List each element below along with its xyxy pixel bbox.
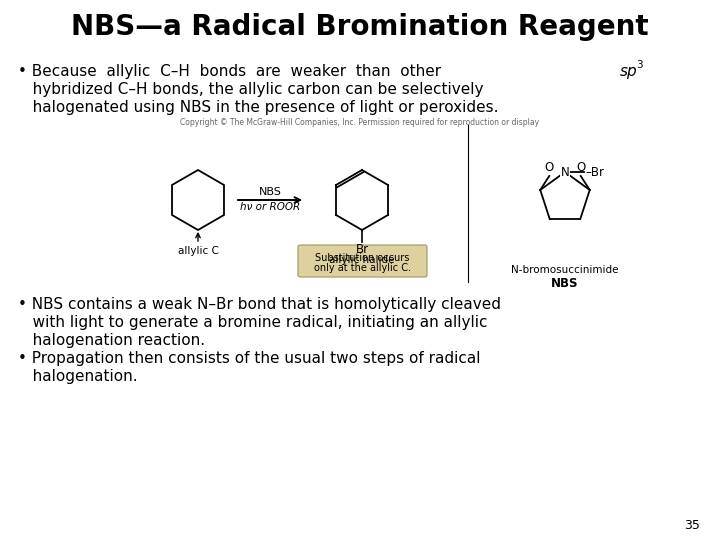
- Text: O: O: [544, 161, 554, 174]
- Text: halogenated using NBS in the presence of light or peroxides.: halogenated using NBS in the presence of…: [18, 100, 498, 115]
- Text: hν or ROOR: hν or ROOR: [240, 202, 300, 212]
- Text: Copyright © The McGraw-Hill Companies, Inc. Permission required for reproduction: Copyright © The McGraw-Hill Companies, I…: [181, 118, 539, 127]
- Text: N-bromosuccinimide: N-bromosuccinimide: [511, 265, 618, 275]
- Text: only at the allylic C.: only at the allylic C.: [314, 263, 411, 273]
- Text: halogenation reaction.: halogenation reaction.: [18, 333, 205, 348]
- Text: Substitution occurs: Substitution occurs: [315, 253, 410, 263]
- Text: allylic C: allylic C: [178, 246, 218, 256]
- Text: Br: Br: [356, 243, 369, 256]
- Text: sp: sp: [620, 64, 638, 79]
- Text: 35: 35: [684, 519, 700, 532]
- Text: halogenation.: halogenation.: [18, 369, 138, 384]
- Text: hybridized C–H bonds, the allylic carbon can be selectively: hybridized C–H bonds, the allylic carbon…: [18, 82, 484, 97]
- Text: allylic halide: allylic halide: [329, 255, 395, 265]
- Text: NBS: NBS: [258, 187, 282, 197]
- Text: NBS: NBS: [552, 277, 579, 290]
- Text: –Br: –Br: [585, 165, 604, 179]
- Text: N: N: [561, 165, 570, 179]
- Text: • NBS contains a weak N–Br bond that is homolytically cleaved: • NBS contains a weak N–Br bond that is …: [18, 297, 501, 312]
- Text: with light to generate a bromine radical, initiating an allylic: with light to generate a bromine radical…: [18, 315, 487, 330]
- Text: • Because  allylic  C–H  bonds  are  weaker  than  other: • Because allylic C–H bonds are weaker t…: [18, 64, 451, 79]
- Text: 3: 3: [636, 60, 643, 70]
- Text: O: O: [576, 161, 585, 174]
- Text: • Propagation then consists of the usual two steps of radical: • Propagation then consists of the usual…: [18, 351, 480, 366]
- FancyBboxPatch shape: [298, 245, 427, 277]
- Text: NBS—a Radical Bromination Reagent: NBS—a Radical Bromination Reagent: [71, 13, 649, 41]
